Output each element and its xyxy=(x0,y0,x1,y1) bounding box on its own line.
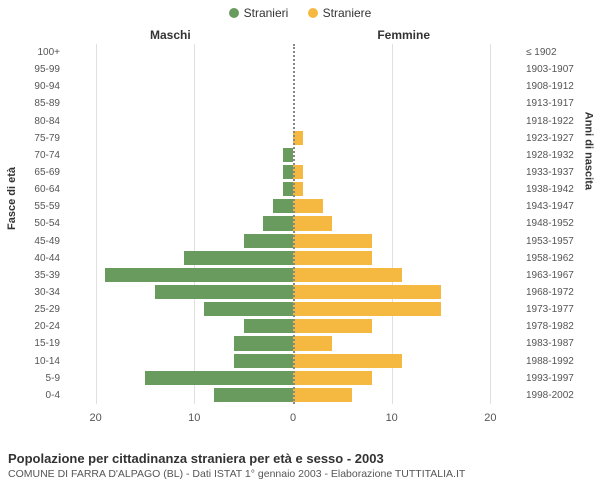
bar-female xyxy=(293,268,402,282)
header-male: Maschi xyxy=(150,28,191,42)
bar-male xyxy=(283,182,293,196)
birth-year-label: 1993-1997 xyxy=(520,370,574,387)
bar-female xyxy=(293,371,372,385)
bar-female xyxy=(293,336,332,350)
chart-subtitle: COMUNE DI FARRA D'ALPAGO (BL) - Dati IST… xyxy=(8,468,592,480)
age-label: 10-14 xyxy=(34,353,66,370)
legend-swatch-female xyxy=(308,8,318,18)
birth-year-label: 1943-1947 xyxy=(520,198,574,215)
birth-year-label: 1903-1907 xyxy=(520,61,574,78)
x-tick-label: 10 xyxy=(188,412,200,424)
age-label: 50-54 xyxy=(34,215,66,232)
birth-year-label: 1938-1942 xyxy=(520,181,574,198)
bar-male xyxy=(244,319,293,333)
age-label: 45-49 xyxy=(34,233,66,250)
x-tick-label: 0 xyxy=(290,412,296,424)
birth-year-label: 1988-1992 xyxy=(520,353,574,370)
bar-female xyxy=(293,388,352,402)
bar-female xyxy=(293,216,332,230)
y-axis-right-title: Anni di nascita xyxy=(582,112,594,190)
birth-year-label: 1918-1922 xyxy=(520,113,574,130)
birth-year-label: 1978-1982 xyxy=(520,318,574,335)
bar-female xyxy=(293,251,372,265)
bar-male xyxy=(145,371,293,385)
birth-year-label: ≤ 1902 xyxy=(520,44,557,61)
bar-male xyxy=(244,234,293,248)
bar-male xyxy=(234,336,293,350)
bar-female xyxy=(293,354,402,368)
age-label: 40-44 xyxy=(34,250,66,267)
bar-male xyxy=(105,268,293,282)
birth-year-label: 1908-1912 xyxy=(520,78,574,95)
birth-year-label: 1928-1932 xyxy=(520,147,574,164)
legend-item-male: Stranieri xyxy=(229,6,289,20)
age-label: 65-69 xyxy=(34,164,66,181)
x-tick-label: 20 xyxy=(484,412,496,424)
age-label: 75-79 xyxy=(34,130,66,147)
birth-year-label: 1933-1937 xyxy=(520,164,574,181)
bar-male xyxy=(184,251,293,265)
age-label: 15-19 xyxy=(34,335,66,352)
bar-female xyxy=(293,234,372,248)
birth-year-label: 1973-1977 xyxy=(520,301,574,318)
center-line xyxy=(293,44,295,404)
legend-item-female: Straniere xyxy=(308,6,372,20)
footer: Popolazione per cittadinanza straniera p… xyxy=(8,451,592,480)
birth-year-label: 1923-1927 xyxy=(520,130,574,147)
birth-year-label: 1958-1962 xyxy=(520,250,574,267)
birth-year-label: 1913-1917 xyxy=(520,95,574,112)
age-label: 70-74 xyxy=(34,147,66,164)
header-female: Femmine xyxy=(377,28,430,42)
x-tick-label: 10 xyxy=(386,412,398,424)
birth-year-label: 1968-1972 xyxy=(520,284,574,301)
age-label: 90-94 xyxy=(34,78,66,95)
birth-year-label: 1998-2002 xyxy=(520,387,574,404)
age-label: 55-59 xyxy=(34,198,66,215)
age-label: 25-29 xyxy=(34,301,66,318)
bar-female xyxy=(293,199,323,213)
age-label: 35-39 xyxy=(34,267,66,284)
chart-title: Popolazione per cittadinanza straniera p… xyxy=(8,451,592,466)
bar-male xyxy=(214,388,293,402)
bar-female xyxy=(293,302,441,316)
age-label: 5-9 xyxy=(46,370,66,387)
legend: Stranieri Straniere xyxy=(0,6,600,21)
chart-area: 201001020100+≤ 190295-991903-190790-9419… xyxy=(66,44,520,424)
bar-male xyxy=(263,216,293,230)
age-label: 30-34 xyxy=(34,284,66,301)
bar-female xyxy=(293,319,372,333)
x-tick-label: 20 xyxy=(89,412,101,424)
age-label: 20-24 xyxy=(34,318,66,335)
age-label: 0-4 xyxy=(46,387,66,404)
chart-container: Stranieri Straniere Maschi Femmine Fasce… xyxy=(0,0,600,500)
bar-male xyxy=(273,199,293,213)
bar-male xyxy=(283,148,293,162)
age-label: 100+ xyxy=(37,44,66,61)
birth-year-label: 1953-1957 xyxy=(520,233,574,250)
legend-swatch-male xyxy=(229,8,239,18)
y-axis-left-title: Fasce di età xyxy=(6,167,18,230)
birth-year-label: 1963-1967 xyxy=(520,267,574,284)
legend-label-female: Straniere xyxy=(323,6,372,20)
legend-label-male: Stranieri xyxy=(244,6,289,20)
age-label: 85-89 xyxy=(34,95,66,112)
birth-year-label: 1983-1987 xyxy=(520,335,574,352)
age-label: 95-99 xyxy=(34,61,66,78)
bar-male xyxy=(204,302,293,316)
bar-male xyxy=(234,354,293,368)
birth-year-label: 1948-1952 xyxy=(520,215,574,232)
bar-male xyxy=(283,165,293,179)
bar-male xyxy=(155,285,293,299)
age-label: 80-84 xyxy=(34,113,66,130)
bar-female xyxy=(293,285,441,299)
age-label: 60-64 xyxy=(34,181,66,198)
